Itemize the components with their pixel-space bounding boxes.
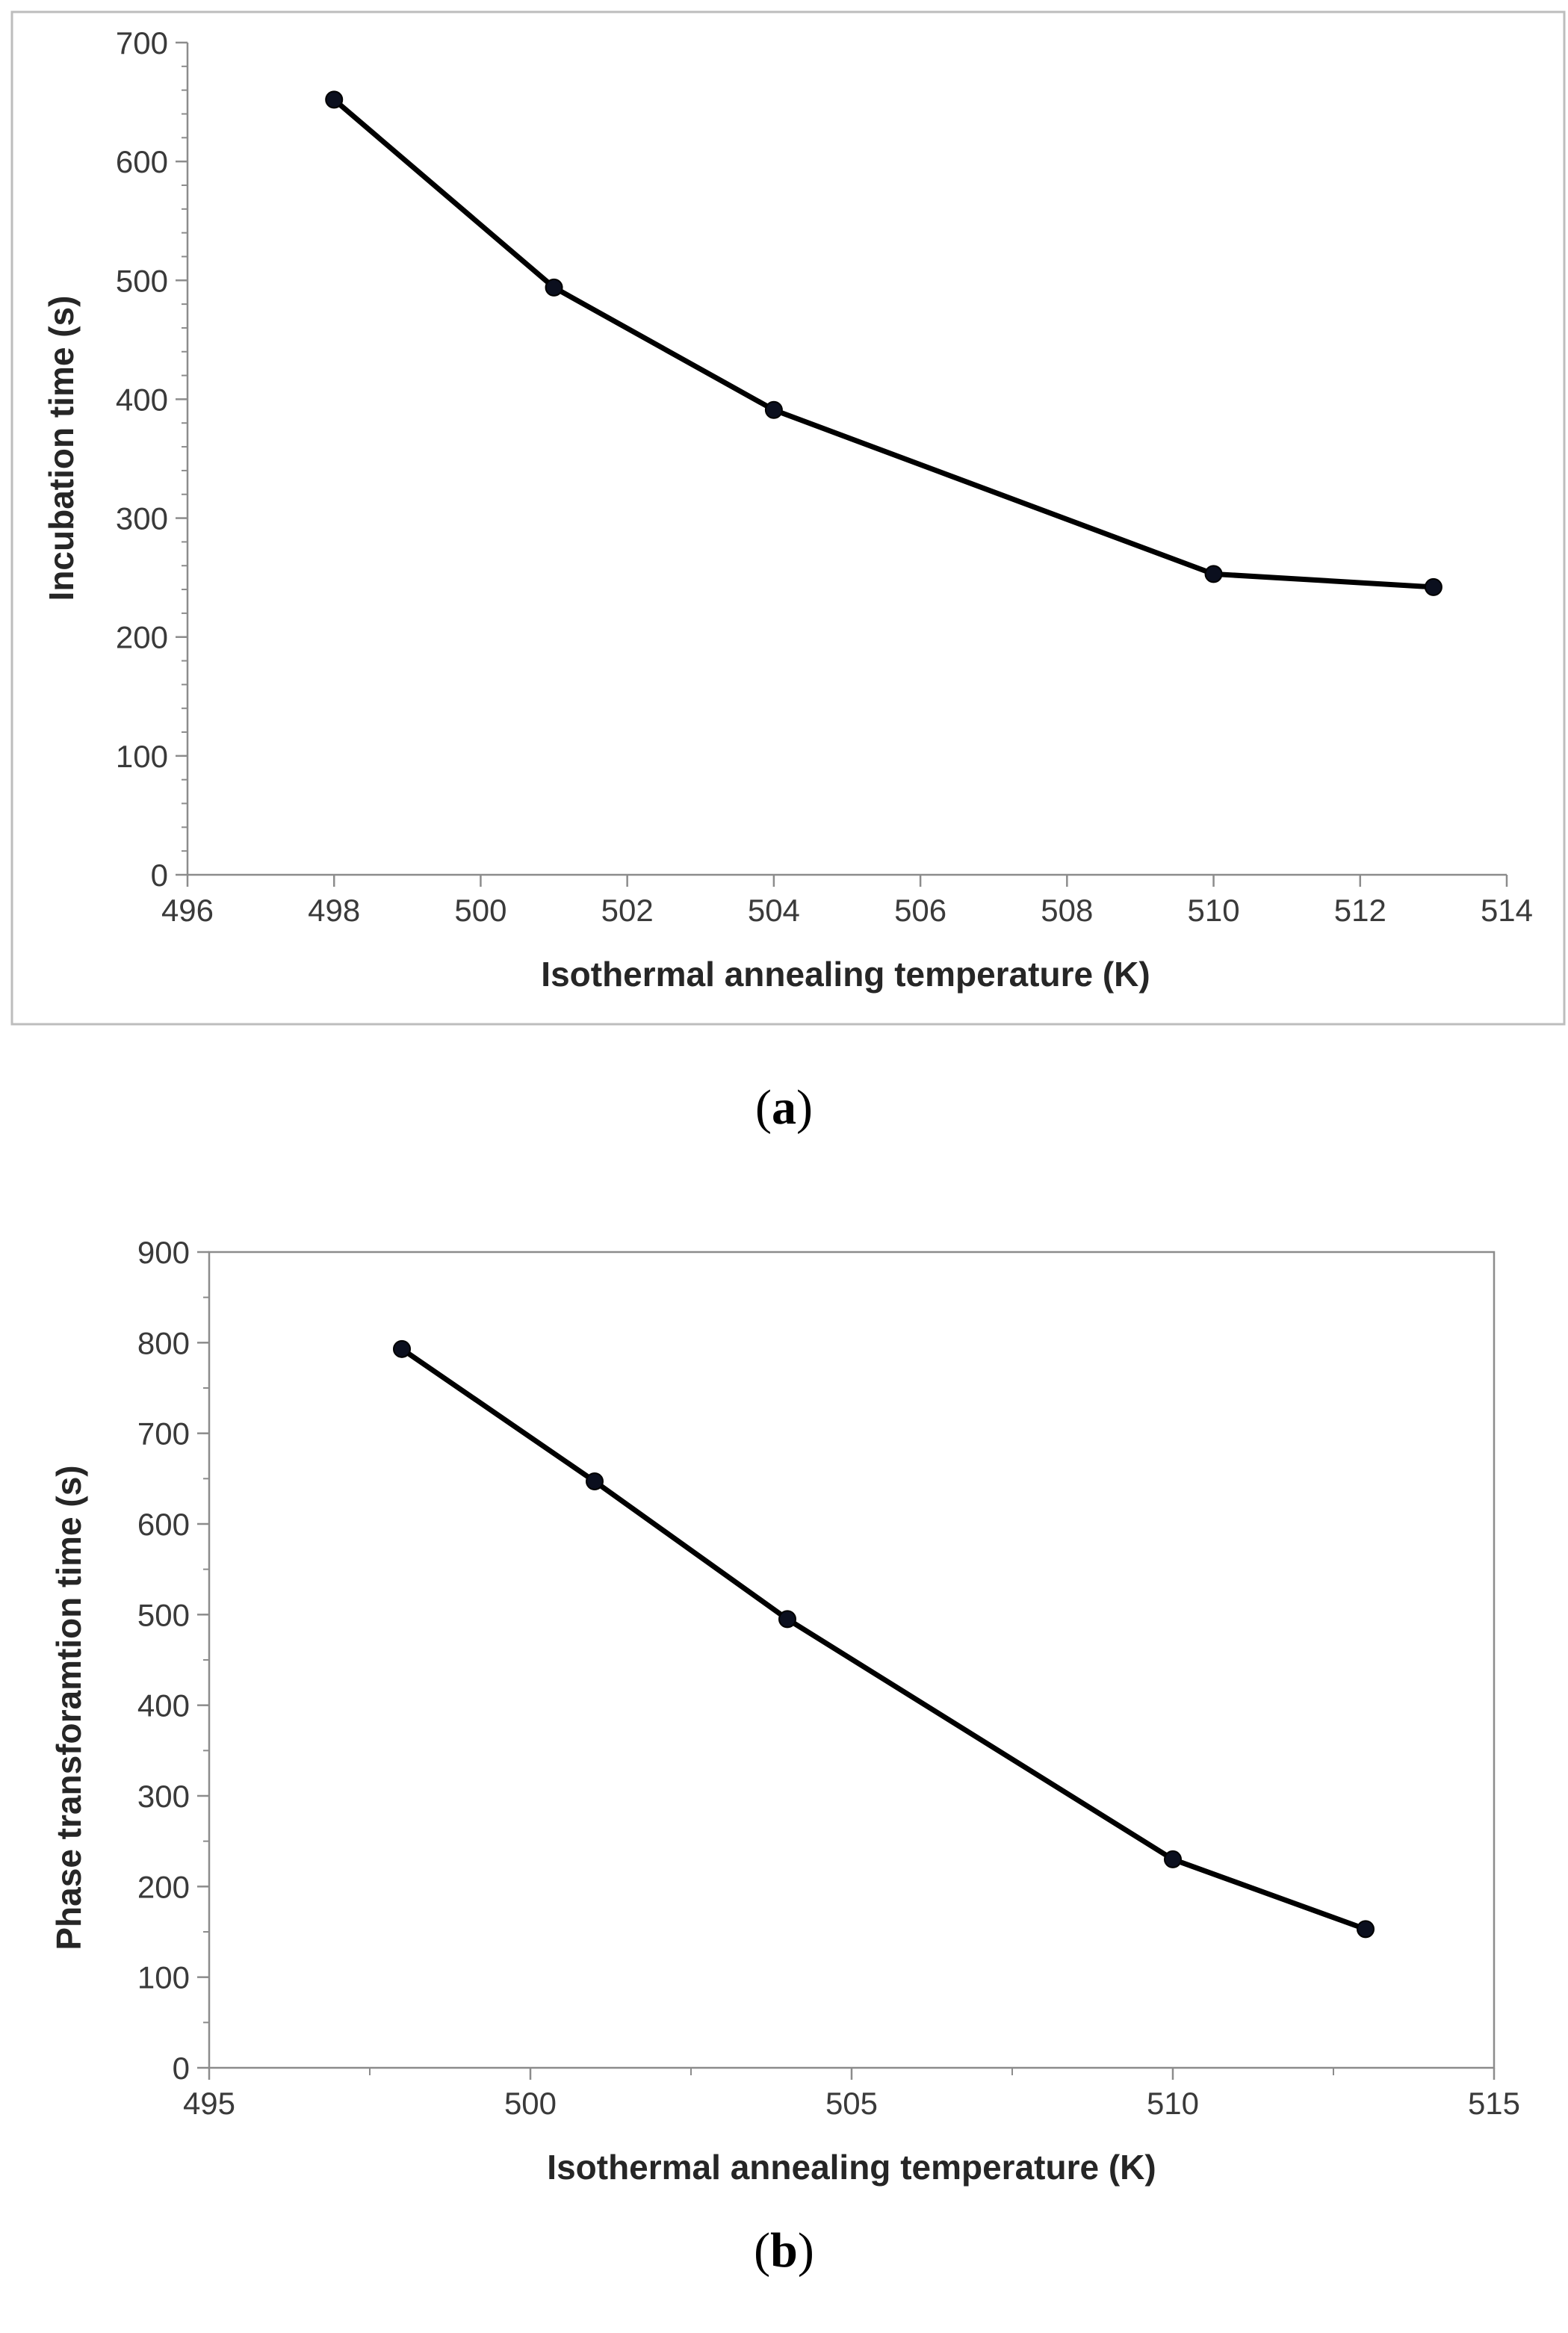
chart-b: 0 100 200 300 400 500 600 700 800 900 495 500 505 510… xyxy=(49,1235,1520,2187)
chart-b-data-point xyxy=(778,1610,796,1629)
chart-a-x-tick-label: 502 xyxy=(601,893,654,928)
chart-b-y-tick-label: 100 xyxy=(137,1960,190,1995)
chart-b-x-tick-label: 515 xyxy=(1468,2086,1520,2121)
chart-b-y-tick-label: 600 xyxy=(137,1507,190,1542)
chart-a-x-tick-label: 506 xyxy=(894,893,946,928)
chart-b-y-tick-label: 300 xyxy=(137,1779,190,1814)
chart-a-xlabel: Isothermal annealing temperature (K) xyxy=(541,955,1150,994)
chart-a-data-point xyxy=(1204,565,1223,583)
chart-a-x-tick-label: 504 xyxy=(748,893,800,928)
chart-b-x-tick-label: 495 xyxy=(183,2086,235,2121)
chart-b-y-tick-label: 500 xyxy=(137,1597,190,1632)
chart-b-series-line xyxy=(399,1346,1369,1932)
chart-a-x-tick-label: 496 xyxy=(161,893,214,928)
chart-a-frame xyxy=(10,10,1566,1026)
chart-a-x-tick-label: 500 xyxy=(454,893,506,928)
chart-b-x-tick-label: 510 xyxy=(1147,2086,1199,2121)
chart-b-ylabel: Phase transforamtion time (s) xyxy=(49,1465,88,1950)
chart-a-x-tick-label: 510 xyxy=(1188,893,1240,928)
chart-b-data-point xyxy=(393,1339,411,1358)
chart-a-ylabel: Incubation time (s) xyxy=(42,296,81,601)
caption-a: (a) xyxy=(755,1080,813,1135)
chart-b-y-tick-label: 400 xyxy=(137,1688,190,1723)
chart-b-y-tick-label: 900 xyxy=(137,1235,190,1270)
chart-b-y-tick-label: 800 xyxy=(137,1325,190,1360)
chart-a-data-point xyxy=(764,400,783,419)
chart-a-data-point xyxy=(325,90,344,109)
chart-b-y-tick-label: 700 xyxy=(137,1416,190,1451)
chart-b-x-tick-label: 500 xyxy=(504,2086,557,2121)
chart-a-data-point xyxy=(545,278,563,297)
chart-a-data-point xyxy=(1424,577,1443,596)
chart-b-data-point xyxy=(1357,1920,1375,1939)
chart-a-x-tick-label: 508 xyxy=(1041,893,1093,928)
chart-a-y-tick-label: 600 xyxy=(116,144,168,179)
chart-a-y-tick-label: 700 xyxy=(116,25,168,61)
chart-a-x-tick-label: 514 xyxy=(1481,893,1533,928)
chart-b-x-tick-label: 505 xyxy=(825,2086,878,2121)
chart-a-y-tick-label: 500 xyxy=(116,263,168,298)
chart-a: 0 100 200 300 400 500 600 700 496 498 500 502 504 506… xyxy=(10,10,1566,1026)
chart-b-xlabel: Isothermal annealing temperature (K) xyxy=(547,2148,1156,2187)
chart-b-data-point xyxy=(586,1472,604,1490)
chart-a-y-tick-label: 300 xyxy=(116,501,168,536)
chart-b-y-tick-label: 200 xyxy=(137,1869,190,1904)
chart-a-y-tick-label: 400 xyxy=(116,382,168,417)
chart-b-data-point xyxy=(1164,1850,1182,1868)
chart-a-y-tick-label: 0 xyxy=(151,858,168,893)
chart-a-y-tick-label: 200 xyxy=(116,620,168,655)
chart-a-x-tick-label: 498 xyxy=(308,893,360,928)
chart-a-x-tick-label: 512 xyxy=(1334,893,1386,928)
chart-a-y-tick-label: 100 xyxy=(116,739,168,774)
chart-b-y-tick-label: 0 xyxy=(173,2051,190,2086)
caption-b: (b) xyxy=(754,2223,814,2278)
